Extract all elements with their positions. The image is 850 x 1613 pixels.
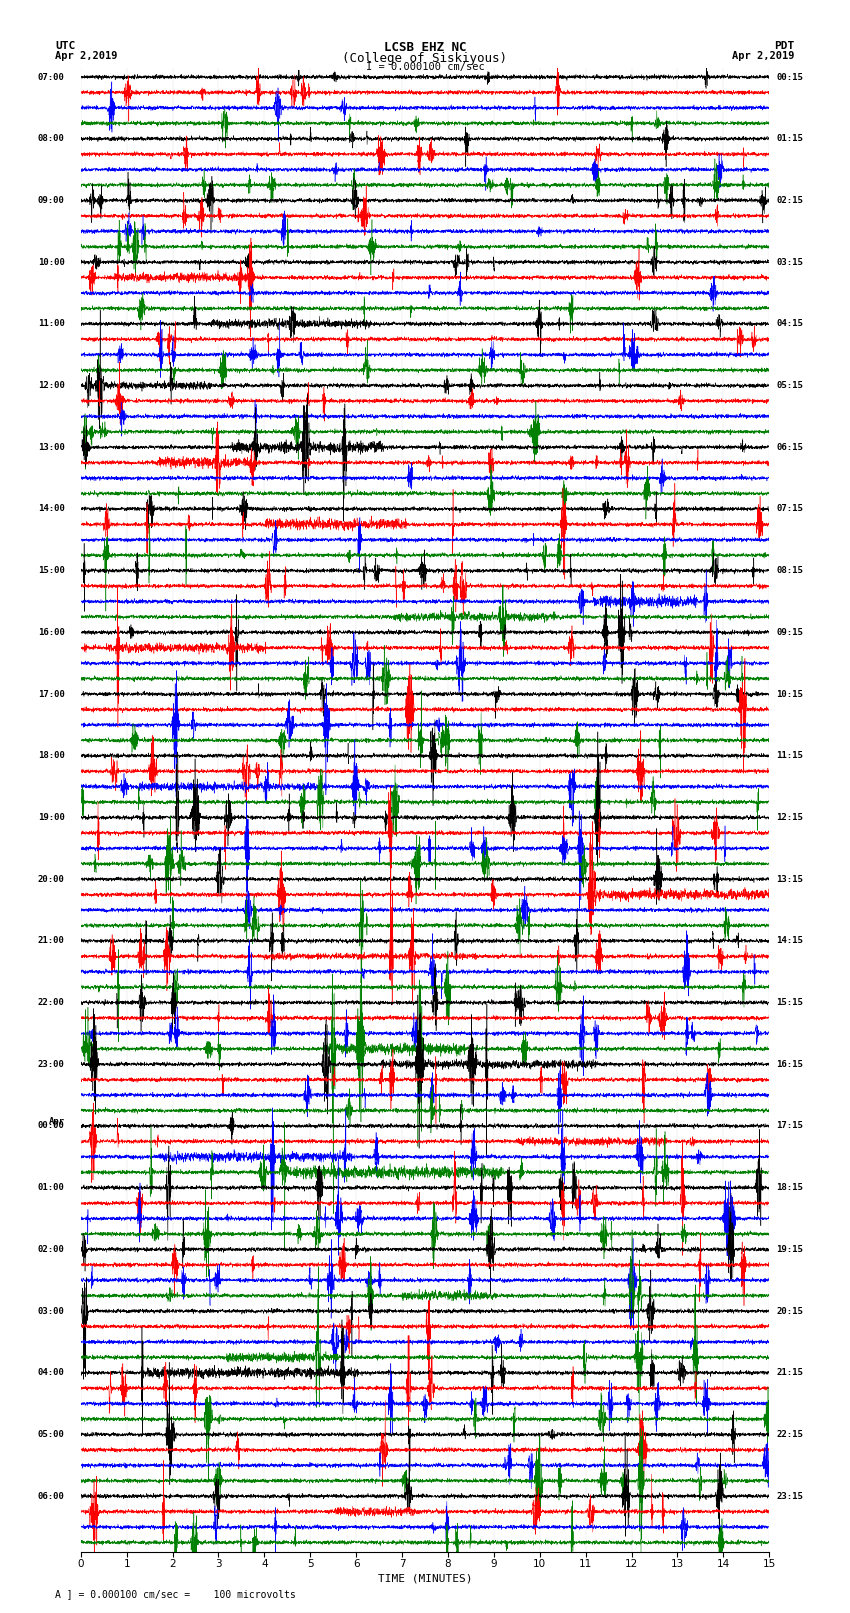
Text: 19:00: 19:00 — [37, 813, 65, 823]
Text: 02:00: 02:00 — [37, 1245, 65, 1253]
Text: 12:00: 12:00 — [37, 381, 65, 390]
Text: 14:15: 14:15 — [776, 936, 803, 945]
Text: 18:15: 18:15 — [776, 1184, 803, 1192]
Text: 04:15: 04:15 — [776, 319, 803, 329]
Text: 18:00: 18:00 — [37, 752, 65, 760]
Text: 16:15: 16:15 — [776, 1060, 803, 1069]
Text: Apr 2,2019: Apr 2,2019 — [55, 50, 118, 61]
Text: 10:15: 10:15 — [776, 689, 803, 698]
Text: (College of Siskiyous): (College of Siskiyous) — [343, 52, 507, 65]
Text: 00:00: 00:00 — [37, 1121, 65, 1131]
Text: 12:15: 12:15 — [776, 813, 803, 823]
Text: 11:15: 11:15 — [776, 752, 803, 760]
Text: 07:15: 07:15 — [776, 505, 803, 513]
Text: 03:00: 03:00 — [37, 1307, 65, 1316]
Text: LCSB EHZ NC: LCSB EHZ NC — [383, 40, 467, 55]
Text: UTC: UTC — [55, 40, 76, 52]
Text: 02:15: 02:15 — [776, 195, 803, 205]
Text: 08:00: 08:00 — [37, 134, 65, 144]
Text: 22:00: 22:00 — [37, 998, 65, 1007]
Text: 07:00: 07:00 — [37, 73, 65, 82]
Text: 06:00: 06:00 — [37, 1492, 65, 1500]
Text: 15:00: 15:00 — [37, 566, 65, 576]
Text: 23:15: 23:15 — [776, 1492, 803, 1500]
Text: 13:00: 13:00 — [37, 442, 65, 452]
Text: 14:00: 14:00 — [37, 505, 65, 513]
Text: 00:15: 00:15 — [776, 73, 803, 82]
Text: 16:00: 16:00 — [37, 627, 65, 637]
Text: 09:15: 09:15 — [776, 627, 803, 637]
Text: 21:15: 21:15 — [776, 1368, 803, 1378]
Text: 09:00: 09:00 — [37, 195, 65, 205]
Text: 17:15: 17:15 — [776, 1121, 803, 1131]
Text: 22:15: 22:15 — [776, 1431, 803, 1439]
Text: 11:00: 11:00 — [37, 319, 65, 329]
Text: 20:15: 20:15 — [776, 1307, 803, 1316]
Text: Apr: Apr — [48, 1116, 65, 1126]
Text: 06:15: 06:15 — [776, 442, 803, 452]
Text: 13:15: 13:15 — [776, 874, 803, 884]
Text: 03:15: 03:15 — [776, 258, 803, 266]
Text: 21:00: 21:00 — [37, 936, 65, 945]
Text: 05:00: 05:00 — [37, 1431, 65, 1439]
Text: 20:00: 20:00 — [37, 874, 65, 884]
Text: 01:15: 01:15 — [776, 134, 803, 144]
Text: Apr 2,2019: Apr 2,2019 — [732, 50, 795, 61]
Text: PDT: PDT — [774, 40, 795, 52]
X-axis label: TIME (MINUTES): TIME (MINUTES) — [377, 1574, 473, 1584]
Text: 23:00: 23:00 — [37, 1060, 65, 1069]
Text: 05:15: 05:15 — [776, 381, 803, 390]
Text: 15:15: 15:15 — [776, 998, 803, 1007]
Text: 01:00: 01:00 — [37, 1184, 65, 1192]
Text: 04:00: 04:00 — [37, 1368, 65, 1378]
Text: A ] = 0.000100 cm/sec =    100 microvolts: A ] = 0.000100 cm/sec = 100 microvolts — [55, 1589, 296, 1600]
Text: 10:00: 10:00 — [37, 258, 65, 266]
Text: 08:15: 08:15 — [776, 566, 803, 576]
Text: 19:15: 19:15 — [776, 1245, 803, 1253]
Text: I = 0.000100 cm/sec: I = 0.000100 cm/sec — [366, 63, 484, 73]
Text: 17:00: 17:00 — [37, 689, 65, 698]
